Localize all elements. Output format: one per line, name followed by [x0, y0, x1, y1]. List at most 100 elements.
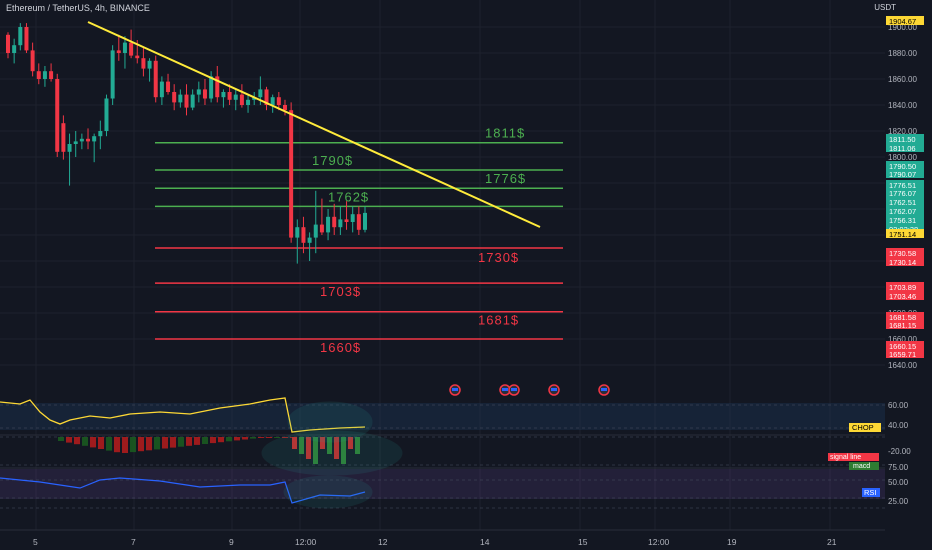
event-flag-icon [551, 388, 557, 391]
candle-body[interactable] [129, 42, 134, 56]
candle-body[interactable] [153, 60, 158, 98]
price-tag[interactable] [886, 161, 924, 170]
currency-label: USDT [874, 3, 896, 12]
indicator-tick: 40.00 [888, 421, 909, 430]
candle-body[interactable] [276, 97, 281, 105]
candle-body[interactable] [122, 42, 127, 53]
candle-body[interactable] [344, 219, 349, 222]
price-levels: 1811$ 1790$ 1776$ 1762$ 1730$ 1703$ 1681$ 1660$ [155, 126, 563, 355]
candle-body[interactable] [202, 89, 207, 99]
candle-body[interactable] [86, 138, 91, 142]
macd-badge[interactable] [849, 462, 879, 470]
chop-line [0, 397, 366, 433]
price-tag[interactable] [886, 224, 924, 233]
candle-body[interactable] [190, 94, 195, 108]
candle-body[interactable] [104, 98, 109, 132]
candle-body[interactable] [135, 55, 140, 59]
candle-body[interactable] [12, 45, 17, 53]
candle-body[interactable] [209, 76, 214, 99]
candle-body[interactable] [6, 34, 10, 53]
level-label-red: 1703$ [320, 284, 361, 299]
signal-line-badge[interactable] [828, 453, 879, 461]
candle-body[interactable] [319, 224, 324, 233]
price-tag[interactable] [886, 16, 924, 25]
price-tag[interactable] [886, 320, 924, 329]
price-tag[interactable] [886, 291, 924, 300]
candle-body[interactable] [98, 131, 103, 137]
candle-body[interactable] [61, 123, 66, 152]
candle-body[interactable] [159, 81, 164, 98]
price-tag[interactable] [886, 143, 924, 152]
candle-body[interactable] [141, 58, 146, 69]
rsi-band [0, 469, 885, 499]
candle-body[interactable] [246, 99, 251, 105]
candle-body[interactable] [258, 89, 263, 98]
indicator-tick: 25.00 [888, 497, 909, 506]
candle-body[interactable] [313, 224, 318, 238]
candle-body[interactable] [252, 97, 257, 100]
candle-body[interactable] [282, 105, 287, 111]
price-tag-label: 1811.50 [889, 135, 916, 144]
candle-body[interactable] [147, 60, 152, 69]
candle-body[interactable] [172, 92, 177, 103]
candle-body[interactable] [227, 92, 232, 100]
candle-body[interactable] [301, 227, 306, 243]
price-tag[interactable] [886, 257, 924, 266]
price-tag-label: 1660.15 [889, 342, 916, 351]
candle-body[interactable] [356, 214, 361, 230]
candle-body[interactable] [196, 89, 201, 95]
candle-body[interactable] [116, 50, 121, 53]
candle-body[interactable] [338, 219, 343, 228]
chop-badge-label: CHOP [852, 423, 874, 432]
candle-body[interactable] [270, 97, 275, 105]
candle-body[interactable] [307, 237, 312, 243]
price-tag[interactable] [886, 134, 924, 143]
candle-body[interactable] [110, 50, 115, 99]
candle-body[interactable] [264, 89, 269, 105]
candle-body[interactable] [326, 216, 331, 233]
candle-body[interactable] [239, 94, 244, 105]
rsi-badge[interactable] [862, 488, 880, 497]
candle-body[interactable] [184, 94, 189, 108]
price-tag[interactable] [886, 349, 924, 358]
candle-body[interactable] [332, 216, 337, 228]
price-tag[interactable] [886, 206, 924, 215]
candle-body[interactable] [30, 50, 35, 72]
candle-body[interactable] [92, 136, 97, 142]
candle-body[interactable] [49, 71, 54, 79]
price-tag[interactable] [886, 215, 924, 224]
candle-body[interactable] [166, 81, 171, 92]
candle-body[interactable] [73, 141, 78, 144]
candle-body[interactable] [55, 79, 60, 152]
price-tag[interactable] [886, 169, 924, 178]
macd-histogram-bar [202, 437, 208, 444]
price-tag[interactable] [886, 180, 924, 189]
time-tick: 19 [727, 537, 737, 547]
candle-body[interactable] [18, 27, 23, 46]
macd-histogram-bar [194, 437, 200, 445]
candle-body[interactable] [67, 144, 72, 152]
candle-body[interactable] [289, 110, 294, 238]
trend-line[interactable] [87, 21, 541, 228]
price-tag[interactable] [886, 197, 924, 206]
highlight-circle [287, 401, 373, 443]
candle-body[interactable] [215, 76, 220, 98]
price-tag[interactable] [886, 341, 924, 350]
candle-body[interactable] [363, 212, 367, 230]
chop-badge[interactable] [849, 423, 881, 432]
price-tag[interactable] [886, 282, 924, 291]
price-tag[interactable] [886, 229, 924, 238]
candle-body[interactable] [79, 138, 84, 142]
price-tag[interactable] [886, 188, 924, 197]
candle-body[interactable] [36, 71, 41, 79]
price-tag[interactable] [886, 248, 924, 257]
candle-body[interactable] [350, 214, 355, 222]
price-tag[interactable] [886, 312, 924, 321]
candle-body[interactable] [24, 27, 29, 51]
candle-body[interactable] [295, 227, 300, 238]
candle-body[interactable] [178, 94, 183, 103]
candle-body[interactable] [221, 92, 226, 98]
candle-body[interactable] [233, 94, 238, 100]
candle-body[interactable] [42, 71, 47, 79]
